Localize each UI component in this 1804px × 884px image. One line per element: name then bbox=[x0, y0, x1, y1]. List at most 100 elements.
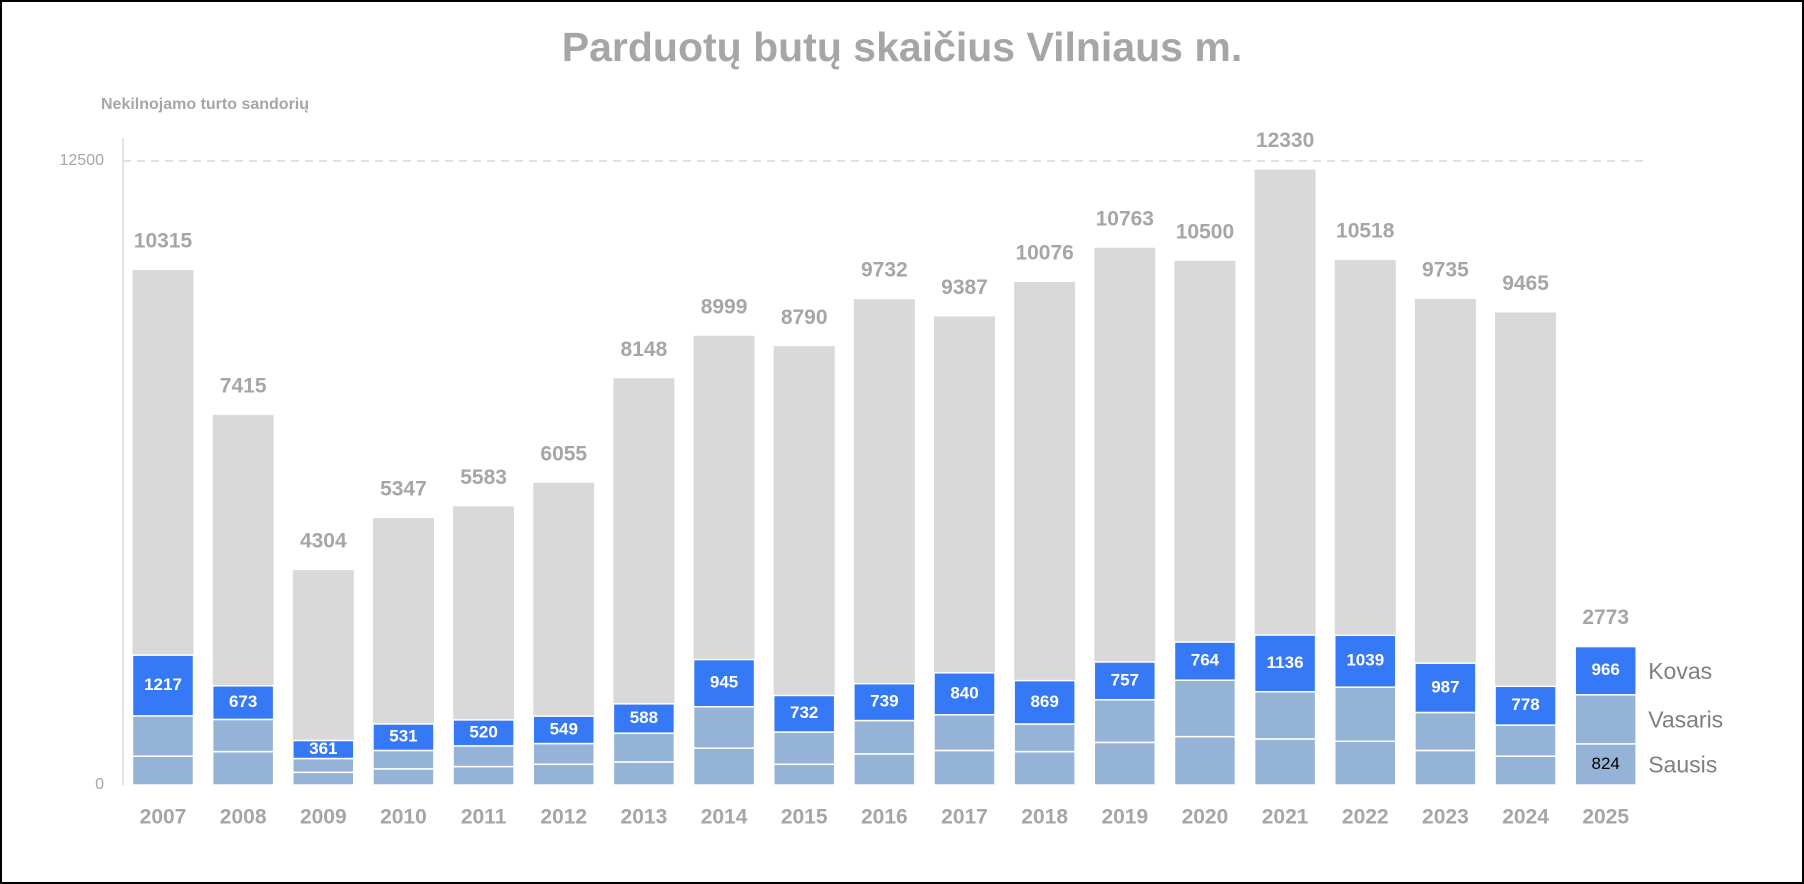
x-tick-label: 2011 bbox=[461, 806, 507, 829]
total-label: 10315 bbox=[134, 230, 193, 253]
total-bar bbox=[212, 414, 274, 686]
legend-label: Kovas bbox=[1648, 658, 1712, 684]
value-label: 757 bbox=[1111, 670, 1139, 689]
total-bar bbox=[1254, 169, 1316, 636]
bar-segment bbox=[532, 763, 595, 786]
total-bar bbox=[853, 299, 915, 684]
total-bar bbox=[1014, 282, 1076, 681]
x-tick-label: 2009 bbox=[300, 806, 347, 829]
x-tick-label: 2007 bbox=[140, 806, 187, 829]
total-label: 10518 bbox=[1336, 219, 1395, 242]
bar-segment bbox=[452, 719, 515, 747]
value-label: 1136 bbox=[1267, 653, 1304, 672]
y-tick-label: 12500 bbox=[60, 152, 105, 169]
bar-segment bbox=[1414, 749, 1477, 786]
bar-segment bbox=[853, 753, 916, 786]
bar-segment bbox=[211, 718, 275, 753]
legend-label: Sausis bbox=[1648, 752, 1717, 778]
total-label: 9465 bbox=[1502, 272, 1549, 295]
bar-segment bbox=[211, 750, 275, 786]
bar-segment bbox=[612, 761, 676, 786]
x-tick-label: 2025 bbox=[1582, 806, 1629, 829]
chart-title: Parduotų butų skaičius Vilniaus m. bbox=[562, 24, 1242, 70]
bar-segment bbox=[532, 742, 595, 766]
value-label: 531 bbox=[389, 727, 417, 746]
x-tick-label: 2023 bbox=[1422, 806, 1469, 829]
value-label: 673 bbox=[229, 692, 257, 711]
bar-segment bbox=[1253, 738, 1317, 786]
total-bar bbox=[1174, 260, 1236, 643]
bar-segment bbox=[532, 715, 595, 745]
bar-segment bbox=[1253, 690, 1317, 740]
bar-segment bbox=[1574, 743, 1637, 786]
bar-segment bbox=[1574, 694, 1637, 745]
x-tick-label: 2020 bbox=[1182, 806, 1229, 829]
total-label: 10763 bbox=[1096, 207, 1154, 230]
total-label: 12330 bbox=[1256, 129, 1314, 152]
x-tick-label: 2017 bbox=[941, 806, 988, 829]
total-label: 4304 bbox=[300, 530, 347, 553]
value-label: 966 bbox=[1592, 660, 1620, 679]
total-label: 8790 bbox=[781, 306, 828, 329]
value-label: 945 bbox=[710, 673, 738, 692]
bar-segment bbox=[692, 658, 756, 708]
total-bar bbox=[453, 506, 515, 720]
bar-segment bbox=[372, 749, 435, 770]
total-label: 7415 bbox=[220, 374, 267, 397]
bar-segment bbox=[1173, 735, 1237, 786]
x-tick-label: 2012 bbox=[540, 806, 587, 829]
bar-segment bbox=[1414, 662, 1477, 714]
total-label: 10500 bbox=[1176, 220, 1234, 243]
x-tick-label: 2010 bbox=[380, 806, 427, 829]
bar-segment bbox=[612, 703, 676, 734]
total-bar bbox=[292, 570, 354, 741]
x-tick-label: 2021 bbox=[1262, 806, 1309, 829]
bar-segment bbox=[452, 765, 515, 786]
total-bar bbox=[693, 335, 755, 660]
x-tick-label: 2018 bbox=[1021, 806, 1068, 829]
value-label: 520 bbox=[469, 722, 497, 741]
x-tick-label: 2008 bbox=[220, 806, 267, 829]
bar-segment bbox=[933, 714, 996, 752]
total-bar bbox=[613, 378, 675, 704]
total-label: 9387 bbox=[941, 276, 988, 299]
total-label: 9732 bbox=[861, 259, 908, 282]
bar-segment bbox=[772, 694, 836, 733]
bar-segment bbox=[211, 685, 275, 721]
bar-segment bbox=[131, 715, 195, 757]
bar-segment bbox=[1494, 724, 1557, 757]
value-label: 840 bbox=[950, 683, 978, 702]
bar-segment bbox=[933, 749, 996, 786]
total-label: 5347 bbox=[380, 478, 427, 501]
total-bar bbox=[934, 316, 995, 673]
total-label: 2773 bbox=[1582, 606, 1629, 629]
bar-segment bbox=[692, 705, 756, 749]
total-bar bbox=[533, 482, 595, 717]
bar-segment bbox=[131, 755, 195, 786]
bar-segment bbox=[1334, 686, 1397, 743]
bar-segment bbox=[1334, 634, 1397, 688]
total-bar bbox=[773, 346, 835, 696]
bar-segment bbox=[1013, 723, 1076, 753]
bar-segment bbox=[1414, 711, 1477, 752]
bar-segment bbox=[372, 768, 435, 786]
value-label: 588 bbox=[630, 708, 658, 727]
bar-segment bbox=[1093, 741, 1157, 786]
total-label: 9735 bbox=[1422, 259, 1469, 282]
total-bar bbox=[1495, 312, 1557, 687]
value-label: 778 bbox=[1511, 695, 1539, 714]
x-tick-label: 2022 bbox=[1342, 806, 1389, 829]
axis-subtitle: Nekilnojamo turto sandorių bbox=[101, 96, 309, 113]
legend-label: Vasaris bbox=[1648, 706, 1723, 732]
bar-segment bbox=[692, 747, 756, 786]
bar-segment bbox=[131, 654, 195, 717]
x-tick-label: 2015 bbox=[781, 806, 828, 829]
bar-segment bbox=[292, 771, 355, 786]
total-bar bbox=[1414, 299, 1476, 664]
bar-segment bbox=[933, 672, 996, 716]
x-tick-label: 2016 bbox=[861, 806, 908, 829]
bar-segment bbox=[1494, 685, 1557, 726]
bar-segment bbox=[292, 739, 355, 760]
bar-segment bbox=[1013, 750, 1076, 786]
